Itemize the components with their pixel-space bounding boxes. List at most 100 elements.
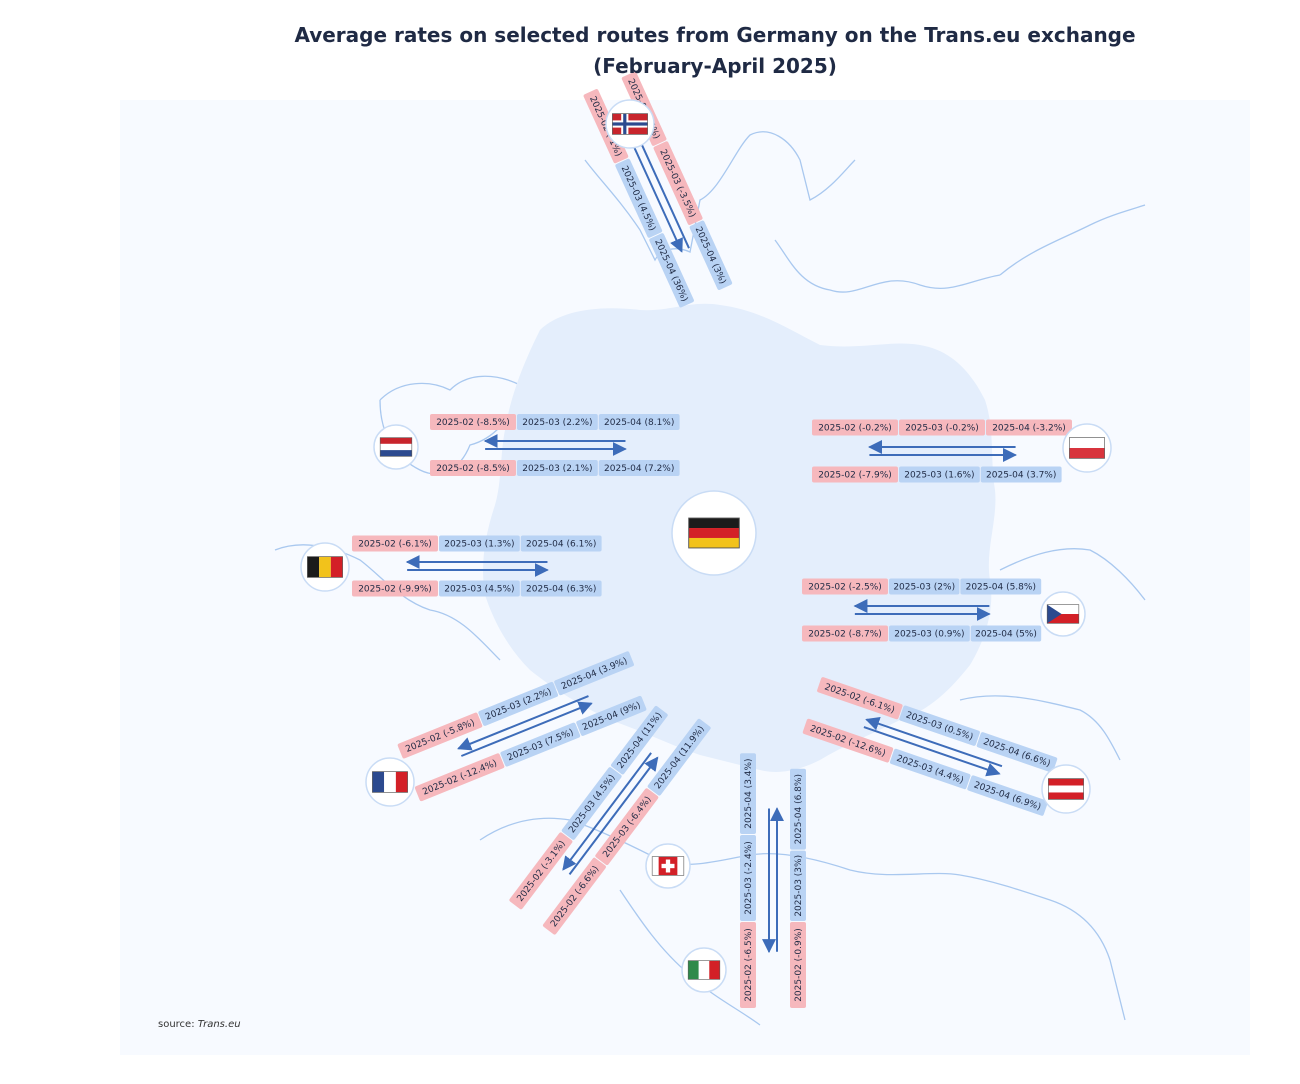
flag-czech-icon (1040, 591, 1086, 637)
route-poland-import-pill-label: 2025-03 (-0.2%) (905, 424, 979, 434)
route-belgium-import-pill-label: 2025-02 (-6.1%) (358, 540, 432, 550)
baltic-coast (774, 239, 1001, 293)
flag-belgium-icon-stripe (319, 556, 331, 578)
flag-italy-icon-stripe (709, 960, 720, 980)
route-italy-export-pill-bg (790, 922, 806, 1008)
route-italy-import-pill-bg (740, 835, 756, 921)
title-line-1: Average rates on selected routes from Ge… (294, 23, 1136, 47)
flag-poland-icon-flag (1069, 437, 1105, 459)
route-belgium-export-pill-bg (520, 580, 602, 597)
flag-austria-icon-stripe (1048, 778, 1084, 786)
route-poland-import-pill-bg (899, 419, 985, 436)
flag-czech-icon-outline (1046, 604, 1080, 624)
route-switzerland-import-pill-bg (509, 832, 573, 910)
route-france-import-pill-bg (554, 651, 634, 696)
route-czech-republic-export-pill-label: 2025-04 (5%) (975, 630, 1037, 640)
route-czech-republic-export-pill-bg (970, 625, 1042, 642)
route-france-import-arrow (457, 695, 589, 751)
flag-czech-icon-stripe (1047, 614, 1079, 624)
route-poland-export-pill-label: 2025-04 (3.7%) (986, 471, 1056, 481)
flag-netherlands-icon-outline (379, 437, 413, 457)
route-belgium-export-pill-label: 2025-03 (4.5%) (444, 585, 514, 595)
route-belgium-import-pill-label: 2025-04 (6.1%) (526, 540, 596, 550)
route-poland-import-pill-label: 2025-04 (-3.2%) (992, 424, 1066, 434)
route-czech-republic: 2025-02 (-2.5%) 2025-03 (2%) 2025-04 (5.8%… (802, 578, 1042, 642)
flag-switzerland-icon-cross (661, 863, 675, 869)
route-poland: 2025-02 (-0.2%) 2025-03 (-0.2%) 2025-04 (-… (812, 419, 1072, 483)
flag-norway-icon-flag (612, 113, 648, 135)
flag-norway-icon-outline (612, 113, 648, 135)
route-norway-import-pill-bg (653, 141, 703, 225)
route-italy-import-pill-label: 2025-02 (-6.5%) (744, 928, 754, 1002)
route-poland-export-pill-label: 2025-03 (1.6%) (904, 471, 974, 481)
flag-netherlands-icon-stripe (380, 437, 412, 444)
flag-germany-icon-stripe (688, 528, 740, 538)
flag-austria-icon-stripe (1048, 785, 1084, 793)
flag-switzerland-icon-outline (651, 856, 685, 876)
route-belgium-import-pill-bg (352, 535, 438, 552)
route-france-import-pill-bg (478, 681, 559, 726)
flag-netherlands-icon (373, 424, 419, 470)
route-belgium-export-pill-bg (352, 580, 438, 597)
east-border (999, 548, 1146, 601)
source-note: source: Trans.eu (158, 1019, 241, 1030)
scandinavia-coast (584, 131, 856, 262)
route-norway-import-arrow (633, 127, 690, 249)
route-belgium-import-pill-bg (439, 535, 520, 552)
route-austria-import-pill-bg (976, 732, 1058, 773)
route-czech-republic-import-pill-label: 2025-02 (-2.5%) (808, 583, 882, 593)
route-netherlands: 2025-02 (-8.5%) 2025-03 (2.2%) 2025-04 (8.… (430, 414, 680, 476)
route-norway-export-pill-bg (615, 158, 663, 238)
route-belgium: 2025-02 (-6.1%) 2025-03 (1.3%) 2025-04 (6.… (352, 535, 602, 597)
alps-border (479, 817, 961, 876)
flag-austria-icon (1041, 764, 1091, 814)
route-czech-republic-export-pill-bg (889, 625, 970, 642)
flag-switzerland-icon-flag (651, 856, 685, 876)
flag-italy-icon-stripe (698, 960, 710, 980)
flag-netherlands-icon-flag (379, 437, 413, 457)
flag-germany-icon-stripe (688, 518, 740, 529)
route-czech-republic-export-pill-label: 2025-03 (0.9%) (894, 630, 964, 640)
flag-austria-icon-stripe (1048, 792, 1084, 800)
route-austria-export-arrow (863, 726, 1001, 777)
country-borders (274, 131, 1146, 1026)
flag-poland-icon-stripe (1069, 448, 1105, 459)
route-france-export-pill-bg (576, 695, 647, 736)
source-prefix: source: (158, 1019, 195, 1030)
flag-italy-icon-flag (687, 960, 721, 980)
flag-france-icon-stripe (395, 771, 408, 793)
flag-belgium-icon-outline (307, 556, 343, 578)
route-italy-export-pill-label: 2025-04 (6.8%) (794, 774, 804, 844)
route-belgium-export-pill-label: 2025-04 (6.3%) (526, 585, 596, 595)
flag-germany-icon-stripe (688, 537, 740, 548)
route-czech-republic-import-pill-bg (960, 578, 1042, 595)
route-czech-republic-import-pill-bg (889, 578, 960, 595)
flag-belgium-icon-stripe (307, 556, 320, 578)
route-switzerland-export-pill-bg (595, 788, 659, 866)
title-line-2: (February-April 2025) (593, 54, 837, 78)
route-poland-import-pill-label: 2025-02 (-0.2%) (818, 424, 892, 434)
flag-switzerland-icon (645, 843, 691, 889)
route-czech-republic-import-pill-bg (802, 578, 888, 595)
route-netherlands-import-pill-label: 2025-02 (-8.5%) (436, 418, 510, 428)
flag-poland-icon-stripe (1069, 437, 1105, 448)
austria-border (959, 695, 1121, 761)
route-czech-republic-export-pill-bg (802, 625, 888, 642)
route-netherlands-import-pill-bg (598, 414, 680, 430)
flag-france-icon (365, 757, 415, 807)
route-netherlands-import-pill-bg (517, 414, 598, 430)
route-belgium-export-pill-label: 2025-02 (-9.9%) (358, 585, 432, 595)
route-netherlands-export-pill-label: 2025-03 (2.1%) (522, 464, 592, 474)
flag-italy-icon (681, 947, 727, 993)
flag-belgium-icon (300, 542, 350, 592)
flag-czech-icon-flag (1046, 604, 1080, 624)
route-italy-import-pill-label: 2025-04 (3.4%) (744, 758, 754, 828)
route-belgium-export-pill-bg (439, 580, 520, 597)
route-czech-republic-import-pill-label: 2025-04 (5.8%) (966, 583, 1036, 593)
flag-netherlands-icon-stripe (380, 450, 412, 457)
route-poland-import-pill-bg (986, 419, 1072, 436)
flag-france-icon-outline (372, 771, 408, 793)
route-belgium-import-pill-bg (520, 535, 602, 552)
